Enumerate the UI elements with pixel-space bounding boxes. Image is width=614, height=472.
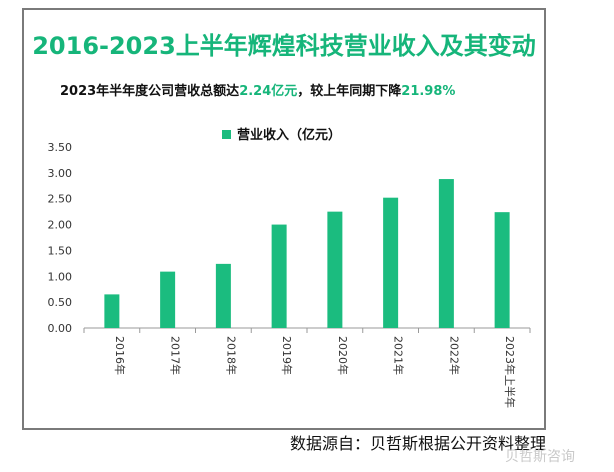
x-tick-label: 2017年 bbox=[169, 336, 183, 375]
y-tick-label: 1.50 bbox=[48, 244, 73, 257]
bar-6 bbox=[438, 179, 454, 328]
x-tick-label: 2016年 bbox=[113, 336, 127, 375]
legend: 营业收入（亿元） bbox=[222, 124, 341, 143]
bar-1 bbox=[160, 271, 176, 328]
bar-4 bbox=[327, 211, 343, 328]
bar-3 bbox=[271, 224, 287, 328]
source-note: 数据源自：贝哲斯根据公开资料整理 bbox=[290, 434, 547, 453]
chart-frame bbox=[22, 8, 546, 430]
legend-label: 营业收入（亿元） bbox=[237, 128, 342, 143]
x-tick-label: 2019年 bbox=[280, 336, 294, 375]
subtitle-value-change: 21.98% bbox=[401, 84, 456, 99]
y-tick-label: 1.00 bbox=[48, 270, 73, 283]
bar-7 bbox=[494, 212, 510, 328]
y-tick-label: 2.50 bbox=[48, 193, 73, 206]
x-tick-label: 2018年 bbox=[224, 336, 238, 375]
legend-swatch bbox=[222, 130, 231, 139]
x-tick-label: 2021年 bbox=[392, 336, 406, 375]
y-tick-label: 0.00 bbox=[48, 322, 73, 335]
chart-title: 2016-2023上半年辉煌科技营业收入及其变动 bbox=[32, 32, 536, 60]
x-tick-label: 2020年 bbox=[336, 336, 350, 375]
x-tick-label: 2023年上半年 bbox=[503, 336, 517, 408]
y-tick-label: 3.00 bbox=[48, 167, 73, 180]
subtitle-text-1: 2023年半年度公司营收总额达 bbox=[60, 84, 240, 99]
x-tick-label: 2022年 bbox=[447, 336, 461, 375]
chart-subtitle: 2023年半年度公司营收总额达2.24亿元，较上年同期下降21.98% bbox=[60, 80, 455, 99]
bar-5 bbox=[383, 197, 399, 328]
y-tick-label: 0.50 bbox=[48, 296, 73, 309]
y-tick-label: 2.00 bbox=[48, 219, 73, 232]
bar-2 bbox=[215, 263, 231, 328]
bar-0 bbox=[104, 294, 120, 328]
subtitle-value-revenue: 2.24亿元 bbox=[239, 84, 298, 99]
watermark: 贝哲斯咨询 bbox=[505, 449, 575, 465]
subtitle-text-2: ，较上年同期下降 bbox=[297, 84, 402, 99]
y-tick-label: 3.50 bbox=[48, 141, 73, 154]
